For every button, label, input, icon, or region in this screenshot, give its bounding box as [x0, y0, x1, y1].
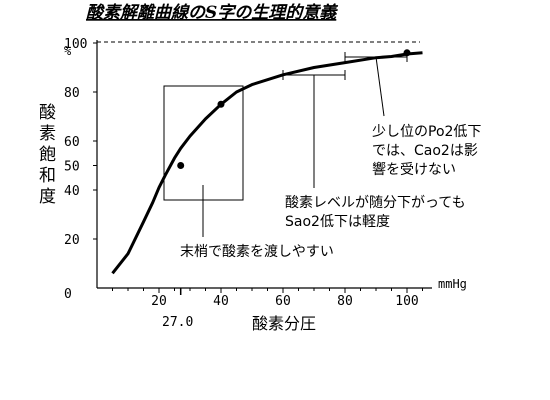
leader-line-top — [375, 56, 385, 117]
x-tick-label-40: 40 — [213, 294, 229, 309]
y-tick-label-40: 40 — [64, 184, 80, 199]
annotation-2-line-0: 末梢で酸素を渡しやすい — [180, 244, 334, 260]
steep-region-box — [163, 85, 244, 201]
y-axis-label-char: 飽 — [39, 145, 56, 165]
x-tick-label-20: 20 — [151, 294, 167, 309]
y-tick-label-60: 60 — [64, 135, 80, 150]
y-tick-label-80: 80 — [64, 86, 80, 101]
dissociation-curve — [111, 51, 423, 275]
y-tick-label-20: 20 — [64, 233, 80, 248]
annotation-0-line-1: では、Cao2は影 — [372, 143, 478, 159]
origin-label: 0 — [64, 287, 72, 302]
y-tick-label-50: 50 — [64, 160, 80, 175]
curve-marker-2 — [403, 49, 411, 57]
y-axis-label-char: 酸 — [39, 103, 56, 123]
annotation-1-line-0: 酸素レベルが随分下がっても — [285, 195, 466, 211]
chart-title: 酸素解離曲線のS字の生理的意義 — [86, 3, 338, 23]
y-axis-label-char: 和 — [39, 166, 56, 186]
x-unit: mmHg — [438, 277, 467, 291]
x-marker-27-label: 27.0 — [162, 315, 193, 330]
x-tick-label-60: 60 — [275, 294, 291, 309]
x-axis-label: 酸素分圧 — [252, 314, 316, 333]
curve-marker-1 — [217, 100, 225, 108]
x-tick-label-80: 80 — [337, 294, 353, 309]
curve-marker-0 — [177, 162, 185, 169]
x-tick-label-100: 100 — [395, 294, 418, 309]
annotation-0-line-0: 少し位のPo2低下 — [372, 124, 481, 140]
y-axis-label-char: 度 — [39, 187, 56, 207]
annotation-1-line-1: Sao2低下は軽度 — [285, 214, 390, 230]
y-tick-label-100: 100 — [64, 37, 87, 52]
y-unit: % — [64, 44, 72, 58]
y-axis-label-char: 素 — [39, 124, 56, 144]
annotation-0-line-2: 響を受けない — [372, 161, 456, 178]
